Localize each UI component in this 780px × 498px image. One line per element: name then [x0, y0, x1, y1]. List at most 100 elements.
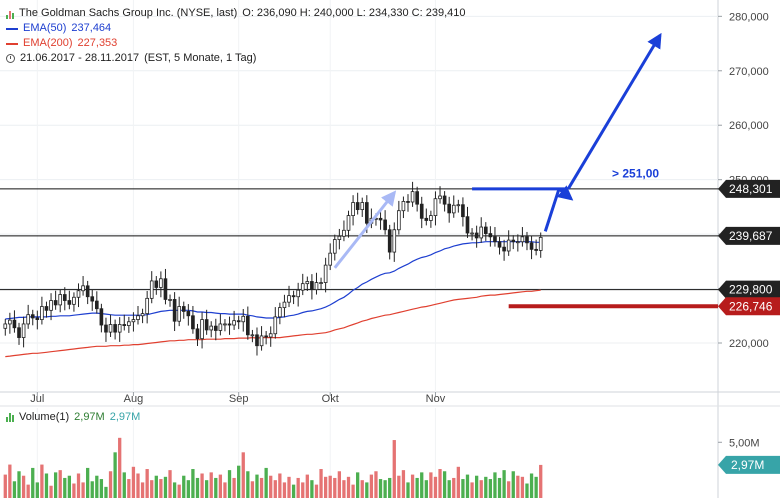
volume-bar	[378, 479, 383, 498]
volume-bar	[159, 479, 163, 498]
volume-bar	[287, 476, 291, 498]
candle-body	[67, 300, 72, 305]
volume-bar	[424, 480, 428, 498]
candle-body	[172, 299, 177, 322]
volume-bar	[204, 480, 209, 498]
candle-body	[26, 314, 30, 325]
candle-body	[104, 324, 108, 333]
projection-up-1	[543, 188, 561, 232]
volume-bar	[154, 475, 158, 498]
candle-body	[305, 281, 310, 285]
volume-bar	[255, 474, 259, 498]
volume-bar	[209, 472, 213, 498]
volume-bar	[319, 469, 323, 498]
candle-body	[204, 319, 209, 331]
candle-body	[342, 229, 346, 237]
volume-bar	[232, 477, 236, 498]
volume-bar	[227, 470, 232, 498]
candle-body	[273, 316, 278, 335]
volume-bar	[186, 480, 190, 498]
candle-body	[195, 328, 200, 340]
volume-bar	[342, 480, 346, 498]
volume-bar	[360, 480, 364, 498]
volume-bar	[314, 484, 319, 498]
volume-bar	[273, 480, 277, 498]
candle-body	[227, 323, 232, 326]
candle-body	[438, 195, 442, 200]
candle-body	[483, 226, 488, 234]
volume-bar	[488, 479, 493, 498]
candle-body	[337, 235, 342, 240]
candle-body	[108, 324, 113, 333]
volume-last-tag	[718, 455, 780, 474]
y-tick-label: 220,000	[729, 338, 769, 350]
volume-bar	[177, 484, 181, 498]
ema50-swatch	[6, 27, 18, 30]
instrument-name: The Goldman Sachs Group Inc. (NYSE, last…	[19, 7, 238, 19]
volume-bar	[406, 482, 410, 498]
volume-bar	[214, 477, 218, 498]
volume-bar	[259, 477, 264, 498]
volume-bar	[31, 467, 35, 498]
ema50-line	[5, 241, 541, 320]
ohlc-values: O: 236,090 H: 240,000 L: 234,330 C: 239,…	[242, 7, 466, 19]
volume-bar	[76, 473, 81, 498]
x-tick-label: Okt	[322, 393, 339, 405]
candle-body	[525, 236, 529, 244]
candle-body	[136, 315, 140, 320]
date-range-row: 21.06.2017 - 28.11.2017 (EST, 5 Monate, …	[6, 51, 466, 66]
volume-bar	[433, 476, 438, 498]
candle-body	[181, 306, 186, 312]
volume-bar	[301, 482, 305, 498]
candle-body	[296, 289, 300, 298]
volume-bar	[131, 466, 136, 498]
candle-body	[168, 299, 172, 301]
volume-bar	[72, 483, 76, 498]
date-range: 21.06.2017 - 28.11.2017	[20, 52, 140, 64]
level-tag-label: 239,687	[729, 229, 773, 243]
candle-body	[479, 226, 484, 239]
candle-body	[122, 324, 127, 326]
candle-body	[310, 281, 314, 291]
candle-body	[429, 215, 433, 221]
volume-bar	[442, 471, 447, 498]
volume-bar	[388, 477, 392, 498]
candle-body	[291, 295, 296, 298]
candle-body	[360, 202, 365, 211]
volume-bar	[3, 474, 7, 498]
volume-bar	[484, 476, 488, 498]
candle-body	[223, 323, 227, 326]
volume-bar	[351, 484, 355, 498]
candle-body	[506, 239, 511, 252]
candle-body	[127, 321, 131, 326]
candle-body	[149, 280, 154, 299]
candle-body	[250, 334, 255, 337]
instrument-row: The Goldman Sachs Group Inc. (NYSE, last…	[6, 6, 466, 21]
date-range-info: (EST, 5 Monate, 1 Tag)	[144, 52, 257, 64]
candle-body	[346, 215, 351, 231]
volume-bar	[328, 475, 332, 498]
volume-tick-label: 5,00M	[729, 437, 760, 449]
candle-body	[493, 236, 497, 243]
volume-bar	[264, 467, 268, 498]
candle-body	[30, 314, 35, 319]
candle-body	[461, 204, 465, 218]
candle-body	[387, 229, 392, 253]
candle-body	[246, 315, 250, 336]
volume-bar	[438, 469, 442, 498]
volume-bar	[429, 472, 433, 498]
candle-body	[236, 320, 241, 323]
volume-bar	[397, 475, 401, 498]
volume-value-2: 2,97M	[109, 411, 141, 423]
candle-body	[268, 333, 273, 338]
ema200-label: EMA(200)	[23, 37, 73, 49]
candle-body	[474, 232, 479, 239]
volume-bar	[415, 477, 419, 498]
candle-body	[159, 278, 163, 288]
candle-body	[332, 239, 337, 254]
candle-body	[85, 285, 90, 298]
ema200-tag-label: 226,746	[729, 299, 773, 313]
volume-bar	[118, 437, 122, 498]
volume-bar	[291, 484, 296, 498]
volume-bar	[163, 476, 168, 498]
